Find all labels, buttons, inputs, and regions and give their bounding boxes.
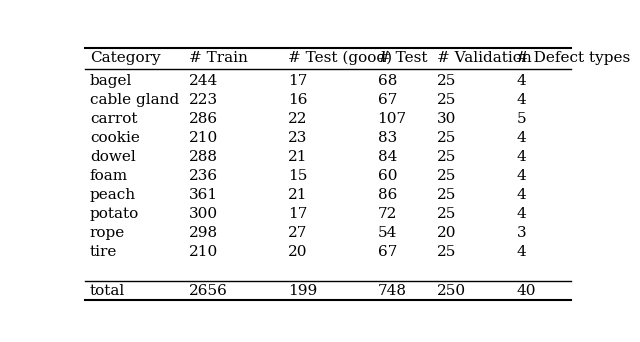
Text: dowel: dowel	[90, 150, 136, 164]
Text: 4: 4	[516, 150, 526, 164]
Text: 15: 15	[288, 169, 308, 183]
Text: 3: 3	[516, 226, 526, 240]
Text: 250: 250	[437, 284, 467, 298]
Text: 17: 17	[288, 207, 308, 221]
Text: 25: 25	[437, 74, 456, 88]
Text: 21: 21	[288, 150, 308, 164]
Text: 68: 68	[378, 74, 397, 88]
Text: 210: 210	[189, 131, 218, 145]
Text: cookie: cookie	[90, 131, 140, 145]
Text: rope: rope	[90, 226, 125, 240]
Text: 60: 60	[378, 169, 397, 183]
Text: 4: 4	[516, 131, 526, 145]
Text: 199: 199	[288, 284, 317, 298]
Text: 25: 25	[437, 207, 456, 221]
Text: # Test (good): # Test (good)	[288, 51, 392, 65]
Text: 83: 83	[378, 131, 397, 145]
Text: 25: 25	[437, 188, 456, 202]
Text: # Validation: # Validation	[437, 51, 532, 65]
Text: 4: 4	[516, 74, 526, 88]
Text: 5: 5	[516, 112, 526, 126]
Text: 244: 244	[189, 74, 218, 88]
Text: 67: 67	[378, 245, 397, 259]
Text: Category: Category	[90, 51, 161, 65]
Text: 67: 67	[378, 93, 397, 107]
Text: 30: 30	[437, 112, 456, 126]
Text: 236: 236	[189, 169, 218, 183]
Text: 72: 72	[378, 207, 397, 221]
Text: potato: potato	[90, 207, 139, 221]
Text: carrot: carrot	[90, 112, 138, 126]
Text: 748: 748	[378, 284, 406, 298]
Text: 40: 40	[516, 284, 536, 298]
Text: 286: 286	[189, 112, 218, 126]
Text: 300: 300	[189, 207, 218, 221]
Text: 86: 86	[378, 188, 397, 202]
Text: 298: 298	[189, 226, 218, 240]
Text: cable gland: cable gland	[90, 93, 179, 107]
Text: peach: peach	[90, 188, 136, 202]
Text: 20: 20	[437, 226, 456, 240]
Text: 25: 25	[437, 93, 456, 107]
Text: 4: 4	[516, 188, 526, 202]
Text: 17: 17	[288, 74, 308, 88]
Text: 54: 54	[378, 226, 397, 240]
Text: tire: tire	[90, 245, 117, 259]
Text: 27: 27	[288, 226, 308, 240]
Text: # Defect types: # Defect types	[516, 51, 631, 65]
Text: 16: 16	[288, 93, 308, 107]
Text: 288: 288	[189, 150, 218, 164]
Text: # Test: # Test	[378, 51, 427, 65]
Text: 20: 20	[288, 245, 308, 259]
Text: 23: 23	[288, 131, 308, 145]
Text: 2656: 2656	[189, 284, 228, 298]
Text: 21: 21	[288, 188, 308, 202]
Text: 4: 4	[516, 169, 526, 183]
Text: 25: 25	[437, 245, 456, 259]
Text: 4: 4	[516, 207, 526, 221]
Text: 223: 223	[189, 93, 218, 107]
Text: foam: foam	[90, 169, 128, 183]
Text: 4: 4	[516, 93, 526, 107]
Text: bagel: bagel	[90, 74, 132, 88]
Text: 107: 107	[378, 112, 407, 126]
Text: 210: 210	[189, 245, 218, 259]
Text: 25: 25	[437, 169, 456, 183]
Text: 361: 361	[189, 188, 218, 202]
Text: 22: 22	[288, 112, 308, 126]
Text: # Train: # Train	[189, 51, 248, 65]
Text: 84: 84	[378, 150, 397, 164]
Text: 25: 25	[437, 150, 456, 164]
Text: total: total	[90, 284, 125, 298]
Text: 4: 4	[516, 245, 526, 259]
Text: 25: 25	[437, 131, 456, 145]
